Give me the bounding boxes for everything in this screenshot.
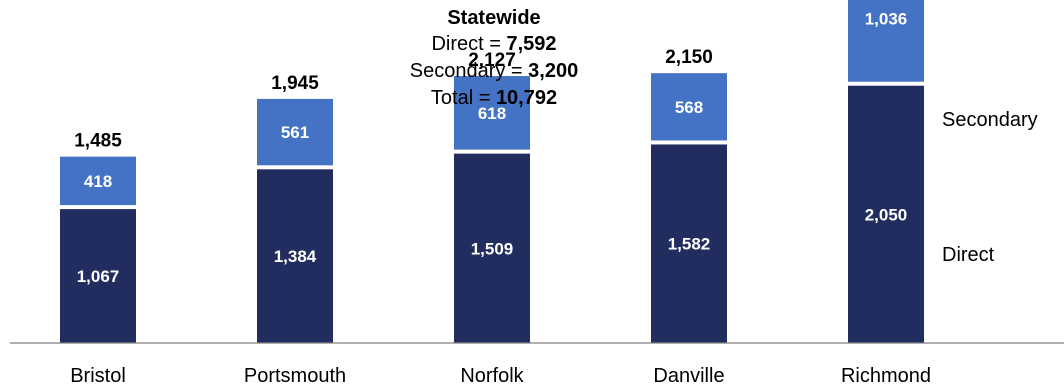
label-direct-richmond: 2,050 [865, 205, 908, 224]
bar-direct-richmond [848, 85, 924, 343]
annotation-secondary: Secondary = 3,200 [410, 60, 578, 82]
annotation-title: Statewide [447, 7, 540, 29]
bar-secondary-richmond [848, 0, 924, 82]
label-secondary-norfolk: 618 [478, 104, 506, 123]
label-total-bristol: 1,485 [74, 131, 122, 152]
label-direct-bristol: 1,067 [77, 267, 120, 286]
category-label-danville: Danville [653, 365, 724, 387]
annotation-total: Total = 10,792 [431, 87, 557, 109]
annotation-direct: Direct = 7,592 [431, 33, 556, 55]
statewide-annotation: Statewide Direct = 7,592 Secondary = 3,2… [410, 7, 578, 109]
legend-secondary: Secondary [942, 109, 1038, 131]
label-secondary-richmond: 1,036 [865, 10, 908, 29]
label-total-danville: 2,150 [665, 47, 713, 68]
category-labels: Bristol Portsmouth Norfolk Danville Richmond [70, 365, 931, 387]
bar-direct-bristol [60, 209, 136, 343]
bar-direct-norfolk [454, 153, 530, 343]
bar-direct-danville [651, 144, 727, 343]
label-total-norfolk: 2,127 [468, 50, 516, 71]
label-secondary-portsmouth: 561 [281, 123, 309, 142]
bar-secondary-bristol [60, 156, 136, 206]
category-label-bristol: Bristol [70, 365, 126, 387]
category-label-norfolk: Norfolk [460, 365, 524, 387]
bar-direct-portsmouth [257, 169, 333, 343]
category-label-richmond: Richmond [841, 365, 931, 387]
label-direct-norfolk: 1,509 [471, 239, 514, 258]
label-secondary-bristol: 418 [84, 172, 112, 191]
legend-direct: Direct [942, 244, 995, 266]
bar-secondary-portsmouth [257, 98, 333, 166]
label-total-portsmouth: 1,945 [271, 73, 319, 94]
label-direct-portsmouth: 1,384 [274, 247, 317, 266]
label-direct-danville: 1,582 [668, 235, 711, 254]
label-secondary-danville: 568 [675, 98, 703, 117]
bars-group: 1,067 418 1,485 1,384 561 1,945 1,509 618 2,127 1… [60, 0, 924, 343]
category-label-portsmouth: Portsmouth [244, 365, 346, 387]
bar-secondary-danville [651, 73, 727, 141]
bar-secondary-norfolk [454, 76, 530, 150]
